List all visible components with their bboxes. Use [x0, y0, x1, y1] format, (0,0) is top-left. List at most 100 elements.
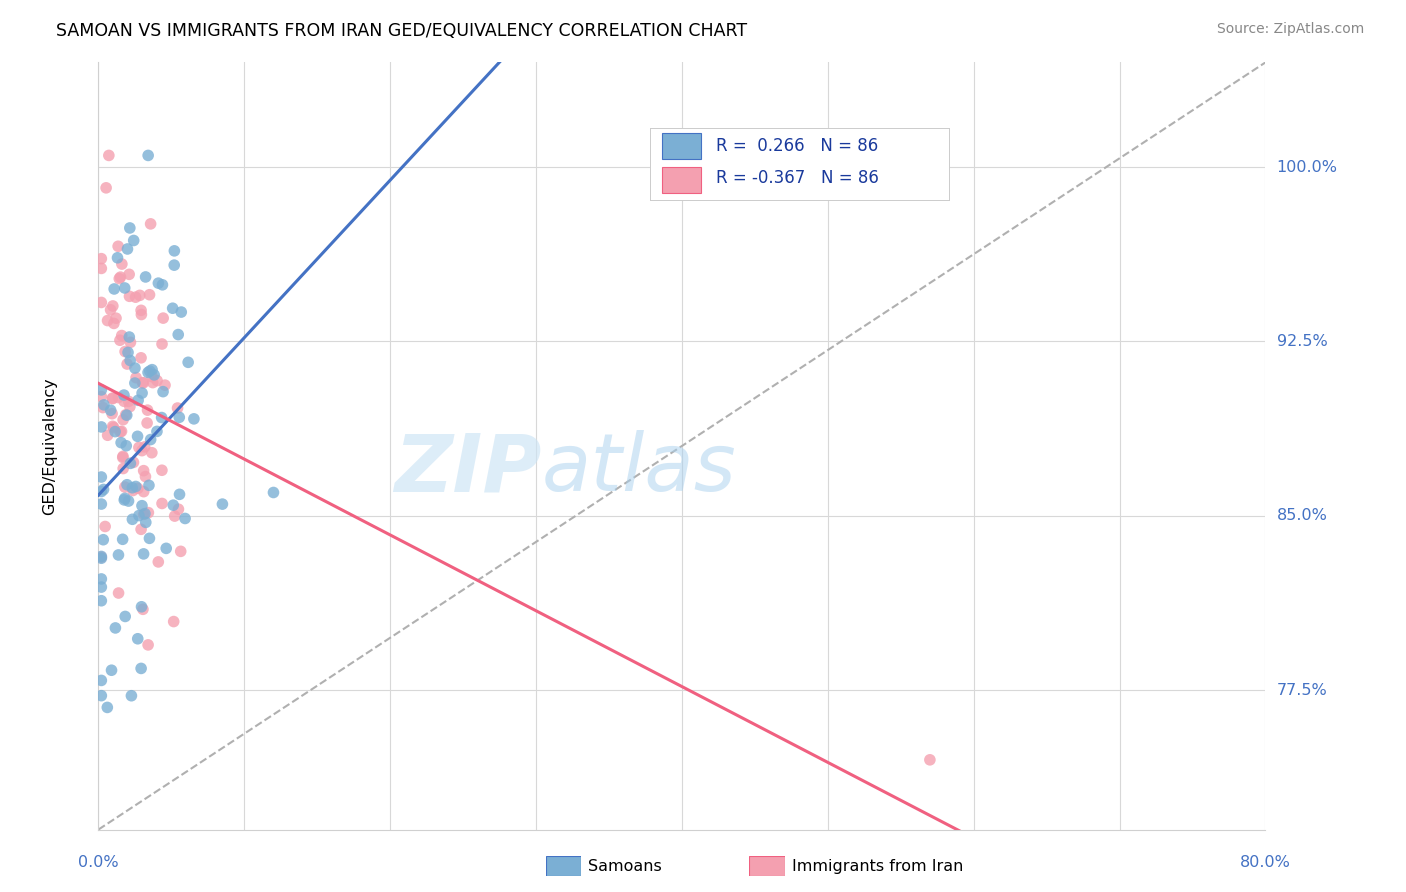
Point: [120, 353, 142, 368]
Point: [150, 463, 173, 477]
Text: 92.5%: 92.5%: [1277, 334, 1327, 349]
Point: [122, 234, 145, 248]
Point: [90, 593, 112, 607]
Point: [90, 484, 112, 499]
Point: [120, 689, 142, 703]
Point: [111, 450, 134, 465]
Point: [96, 700, 118, 714]
Point: [115, 477, 138, 491]
Point: [112, 413, 135, 427]
Point: [162, 301, 184, 316]
Point: [93, 483, 115, 497]
Point: [139, 433, 162, 447]
Point: [132, 547, 155, 561]
Point: [115, 408, 138, 422]
Point: [136, 638, 159, 652]
Point: [107, 548, 129, 562]
Point: [110, 425, 132, 439]
Point: [100, 663, 122, 677]
Point: [177, 355, 200, 369]
Point: [100, 403, 122, 417]
Point: [155, 541, 177, 556]
Point: [114, 281, 136, 295]
Point: [139, 364, 162, 378]
Point: [115, 439, 138, 453]
Point: [150, 496, 173, 510]
Point: [111, 533, 134, 547]
Point: [131, 499, 153, 513]
Point: [120, 335, 142, 350]
Point: [91, 533, 114, 547]
Point: [169, 410, 191, 425]
Point: [107, 586, 129, 600]
Text: 77.5%: 77.5%: [1277, 682, 1327, 698]
Point: [114, 609, 136, 624]
Point: [122, 483, 145, 498]
Point: [101, 407, 124, 421]
Point: [97, 428, 120, 442]
Point: [174, 511, 197, 525]
Point: [121, 481, 143, 495]
Point: [163, 615, 186, 629]
Point: [90, 497, 112, 511]
Point: [128, 288, 150, 302]
Point: [103, 282, 125, 296]
Point: [101, 391, 124, 405]
Point: [183, 412, 205, 426]
Point: [153, 378, 176, 392]
Text: GED/Equivalency: GED/Equivalency: [42, 377, 56, 515]
Point: [136, 403, 159, 417]
Point: [121, 512, 143, 526]
Point: [129, 303, 152, 318]
Point: [114, 344, 136, 359]
Point: [125, 479, 148, 493]
Point: [136, 416, 159, 430]
Text: Source: ZipAtlas.com: Source: ZipAtlas.com: [1216, 22, 1364, 37]
Point: [139, 217, 162, 231]
Point: [108, 271, 131, 285]
Point: [138, 478, 160, 492]
Text: atlas: atlas: [541, 430, 737, 508]
Point: [90, 252, 112, 266]
Point: [125, 370, 148, 384]
Point: [150, 410, 173, 425]
Point: [117, 242, 139, 256]
Point: [111, 328, 134, 343]
Point: [134, 469, 156, 483]
Point: [105, 311, 128, 326]
Point: [141, 362, 163, 376]
Point: [128, 441, 150, 455]
Point: [132, 602, 155, 616]
Point: [118, 400, 141, 414]
Point: [129, 522, 152, 536]
Point: [90, 470, 112, 484]
Point: [90, 295, 112, 310]
Point: [101, 419, 124, 434]
Point: [90, 549, 112, 564]
Point: [104, 621, 127, 635]
Point: [138, 506, 160, 520]
Text: ZIP: ZIP: [395, 430, 541, 508]
Point: [117, 494, 139, 508]
Point: [141, 369, 163, 384]
Point: [111, 257, 134, 271]
Point: [110, 425, 132, 439]
Point: [107, 391, 129, 405]
Point: [167, 327, 190, 342]
Point: [124, 376, 146, 390]
Text: Immigrants from Iran: Immigrants from Iran: [792, 859, 963, 873]
Point: [918, 753, 941, 767]
Point: [91, 401, 114, 415]
Point: [101, 392, 124, 406]
Point: [167, 502, 190, 516]
Text: 85.0%: 85.0%: [1277, 508, 1327, 524]
Point: [134, 440, 156, 454]
Point: [90, 383, 112, 397]
Text: 100.0%: 100.0%: [1277, 160, 1337, 175]
Point: [131, 443, 153, 458]
Text: 80.0%: 80.0%: [1240, 855, 1291, 870]
Point: [142, 376, 165, 390]
Point: [132, 508, 155, 522]
Point: [163, 509, 186, 524]
Point: [90, 572, 112, 586]
